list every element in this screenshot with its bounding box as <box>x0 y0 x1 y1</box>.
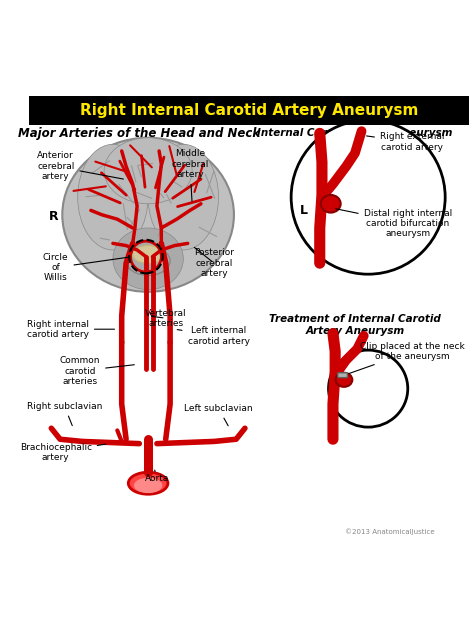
Ellipse shape <box>336 373 352 387</box>
Text: Posterior
cerebral
artery: Posterior cerebral artery <box>194 247 234 278</box>
Text: Left subclavian: Left subclavian <box>184 404 253 426</box>
Ellipse shape <box>126 246 170 276</box>
Text: Brachiocephalic
artery: Brachiocephalic artery <box>19 443 106 462</box>
Text: Aorta: Aorta <box>145 470 169 483</box>
Text: R: R <box>49 210 58 224</box>
Text: Clip placed at the neck
of the aneurysm: Clip placed at the neck of the aneurysm <box>349 341 465 374</box>
Text: Anterior
cerebral
artery: Anterior cerebral artery <box>37 152 123 181</box>
Text: Left internal
carotid artery: Left internal carotid artery <box>177 326 249 346</box>
Ellipse shape <box>321 195 341 212</box>
Ellipse shape <box>148 144 219 250</box>
Text: ©2013 AnatomicalJustice: ©2013 AnatomicalJustice <box>346 528 435 535</box>
Text: Right external
carotid artery: Right external carotid artery <box>366 133 445 152</box>
Ellipse shape <box>128 472 168 494</box>
Text: Internal Carotid Artery Aneurysm: Internal Carotid Artery Aneurysm <box>257 128 453 138</box>
FancyBboxPatch shape <box>338 373 347 377</box>
Text: Vertebral
arteries: Vertebral arteries <box>145 308 187 328</box>
Text: Common
carotid
arteries: Common carotid arteries <box>60 356 134 386</box>
Text: Treatment of Internal Carotid
Artery Aneurysm: Treatment of Internal Carotid Artery Ane… <box>269 314 441 336</box>
Text: Right subclavian: Right subclavian <box>27 402 102 425</box>
Text: Major Arteries of the Head and Neck: Major Arteries of the Head and Neck <box>18 127 260 140</box>
Circle shape <box>292 121 445 274</box>
Ellipse shape <box>62 138 234 292</box>
Ellipse shape <box>329 350 408 427</box>
Ellipse shape <box>78 144 148 250</box>
Text: Circle
of
Willis: Circle of Willis <box>43 253 130 283</box>
Text: Right Internal Carotid Artery Aneurysm: Right Internal Carotid Artery Aneurysm <box>80 102 419 118</box>
Text: Right internal
carotid artery: Right internal carotid artery <box>27 320 115 339</box>
Ellipse shape <box>134 478 163 493</box>
FancyBboxPatch shape <box>29 96 469 125</box>
Text: Distal right internal
carotid bifurcation
aneurysm: Distal right internal carotid bifurcatio… <box>336 209 452 238</box>
Ellipse shape <box>133 246 164 263</box>
Ellipse shape <box>104 138 192 204</box>
Ellipse shape <box>113 228 183 289</box>
Text: Middle
cerebral
artery: Middle cerebral artery <box>171 149 209 201</box>
Text: L: L <box>301 204 309 217</box>
